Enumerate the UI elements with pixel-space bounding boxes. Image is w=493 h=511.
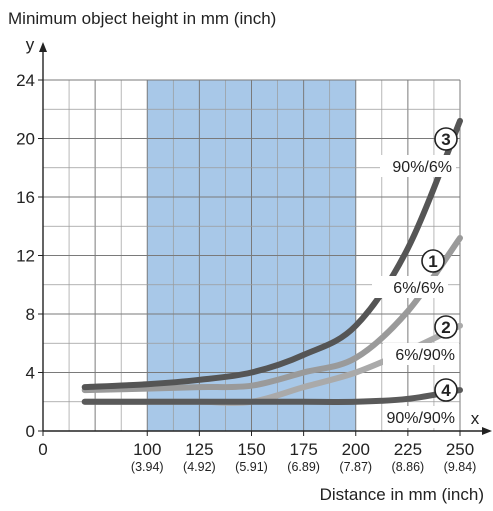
x-tick-sublabel: (8.86): [392, 460, 425, 474]
series-label-bg: [372, 276, 448, 298]
series-label-bg: [380, 155, 456, 177]
x-tick-sublabel: (5.91): [235, 460, 268, 474]
series-line-1: [81, 235, 463, 394]
x-tick-sublabel: (7.87): [339, 460, 372, 474]
x-tick-sublabel: (3.94): [131, 460, 164, 474]
x-axis-arrow: [482, 427, 492, 435]
y-tick-label: 8: [26, 305, 35, 324]
x-tick-label: 150: [237, 440, 265, 459]
x-tick-label: 225: [394, 440, 422, 459]
x-tick-label: 175: [289, 440, 317, 459]
x-tick-label: 250: [446, 440, 474, 459]
x-tick-sublabel: (4.92): [183, 460, 216, 474]
series-marker-circle: [434, 378, 458, 402]
x-tick-sublabel: (6.89): [287, 460, 320, 474]
y-tick-label: 4: [26, 364, 35, 383]
series-label-4: 90%/90%: [387, 410, 456, 427]
y-tick-label: 0: [26, 422, 35, 441]
x-tick-sublabel: (9.84): [444, 460, 477, 474]
x-tick-label: 100: [133, 440, 161, 459]
series-marker-number: 4: [441, 381, 451, 400]
x-tick-label: 0: [38, 440, 47, 459]
y-tick-label: 12: [16, 247, 35, 266]
series-marker-circle: [421, 249, 445, 273]
series-label-bg: [383, 343, 459, 365]
series-label-bg: [383, 406, 459, 428]
y-tick-label: 16: [16, 188, 35, 207]
y-tick-label: 24: [16, 71, 35, 90]
y-axis-arrow: [39, 42, 47, 52]
series-marker-circle: [434, 315, 458, 339]
x-axis-label: Distance in mm (inch): [320, 485, 484, 504]
y-tick-label: 20: [16, 130, 35, 149]
x-tick-label: 200: [342, 440, 370, 459]
x-tick-label: 125: [185, 440, 213, 459]
series-marker-number: 2: [441, 318, 450, 337]
series-marker-number: 3: [441, 130, 450, 149]
series-marker-number: 1: [428, 252, 437, 271]
chart-title: Minimum object height in mm (inch): [8, 9, 276, 28]
series-label-3: 90%/6%: [392, 159, 452, 176]
series-label-2: 6%/90%: [395, 347, 455, 364]
series-line-4: [81, 387, 463, 405]
series-marker-circle: [434, 127, 458, 151]
y-axis-letter: y: [26, 35, 35, 54]
x-axis-letter: x: [471, 409, 480, 428]
series-line-3: [81, 117, 463, 391]
series-label-1: 6%/6%: [393, 280, 444, 297]
